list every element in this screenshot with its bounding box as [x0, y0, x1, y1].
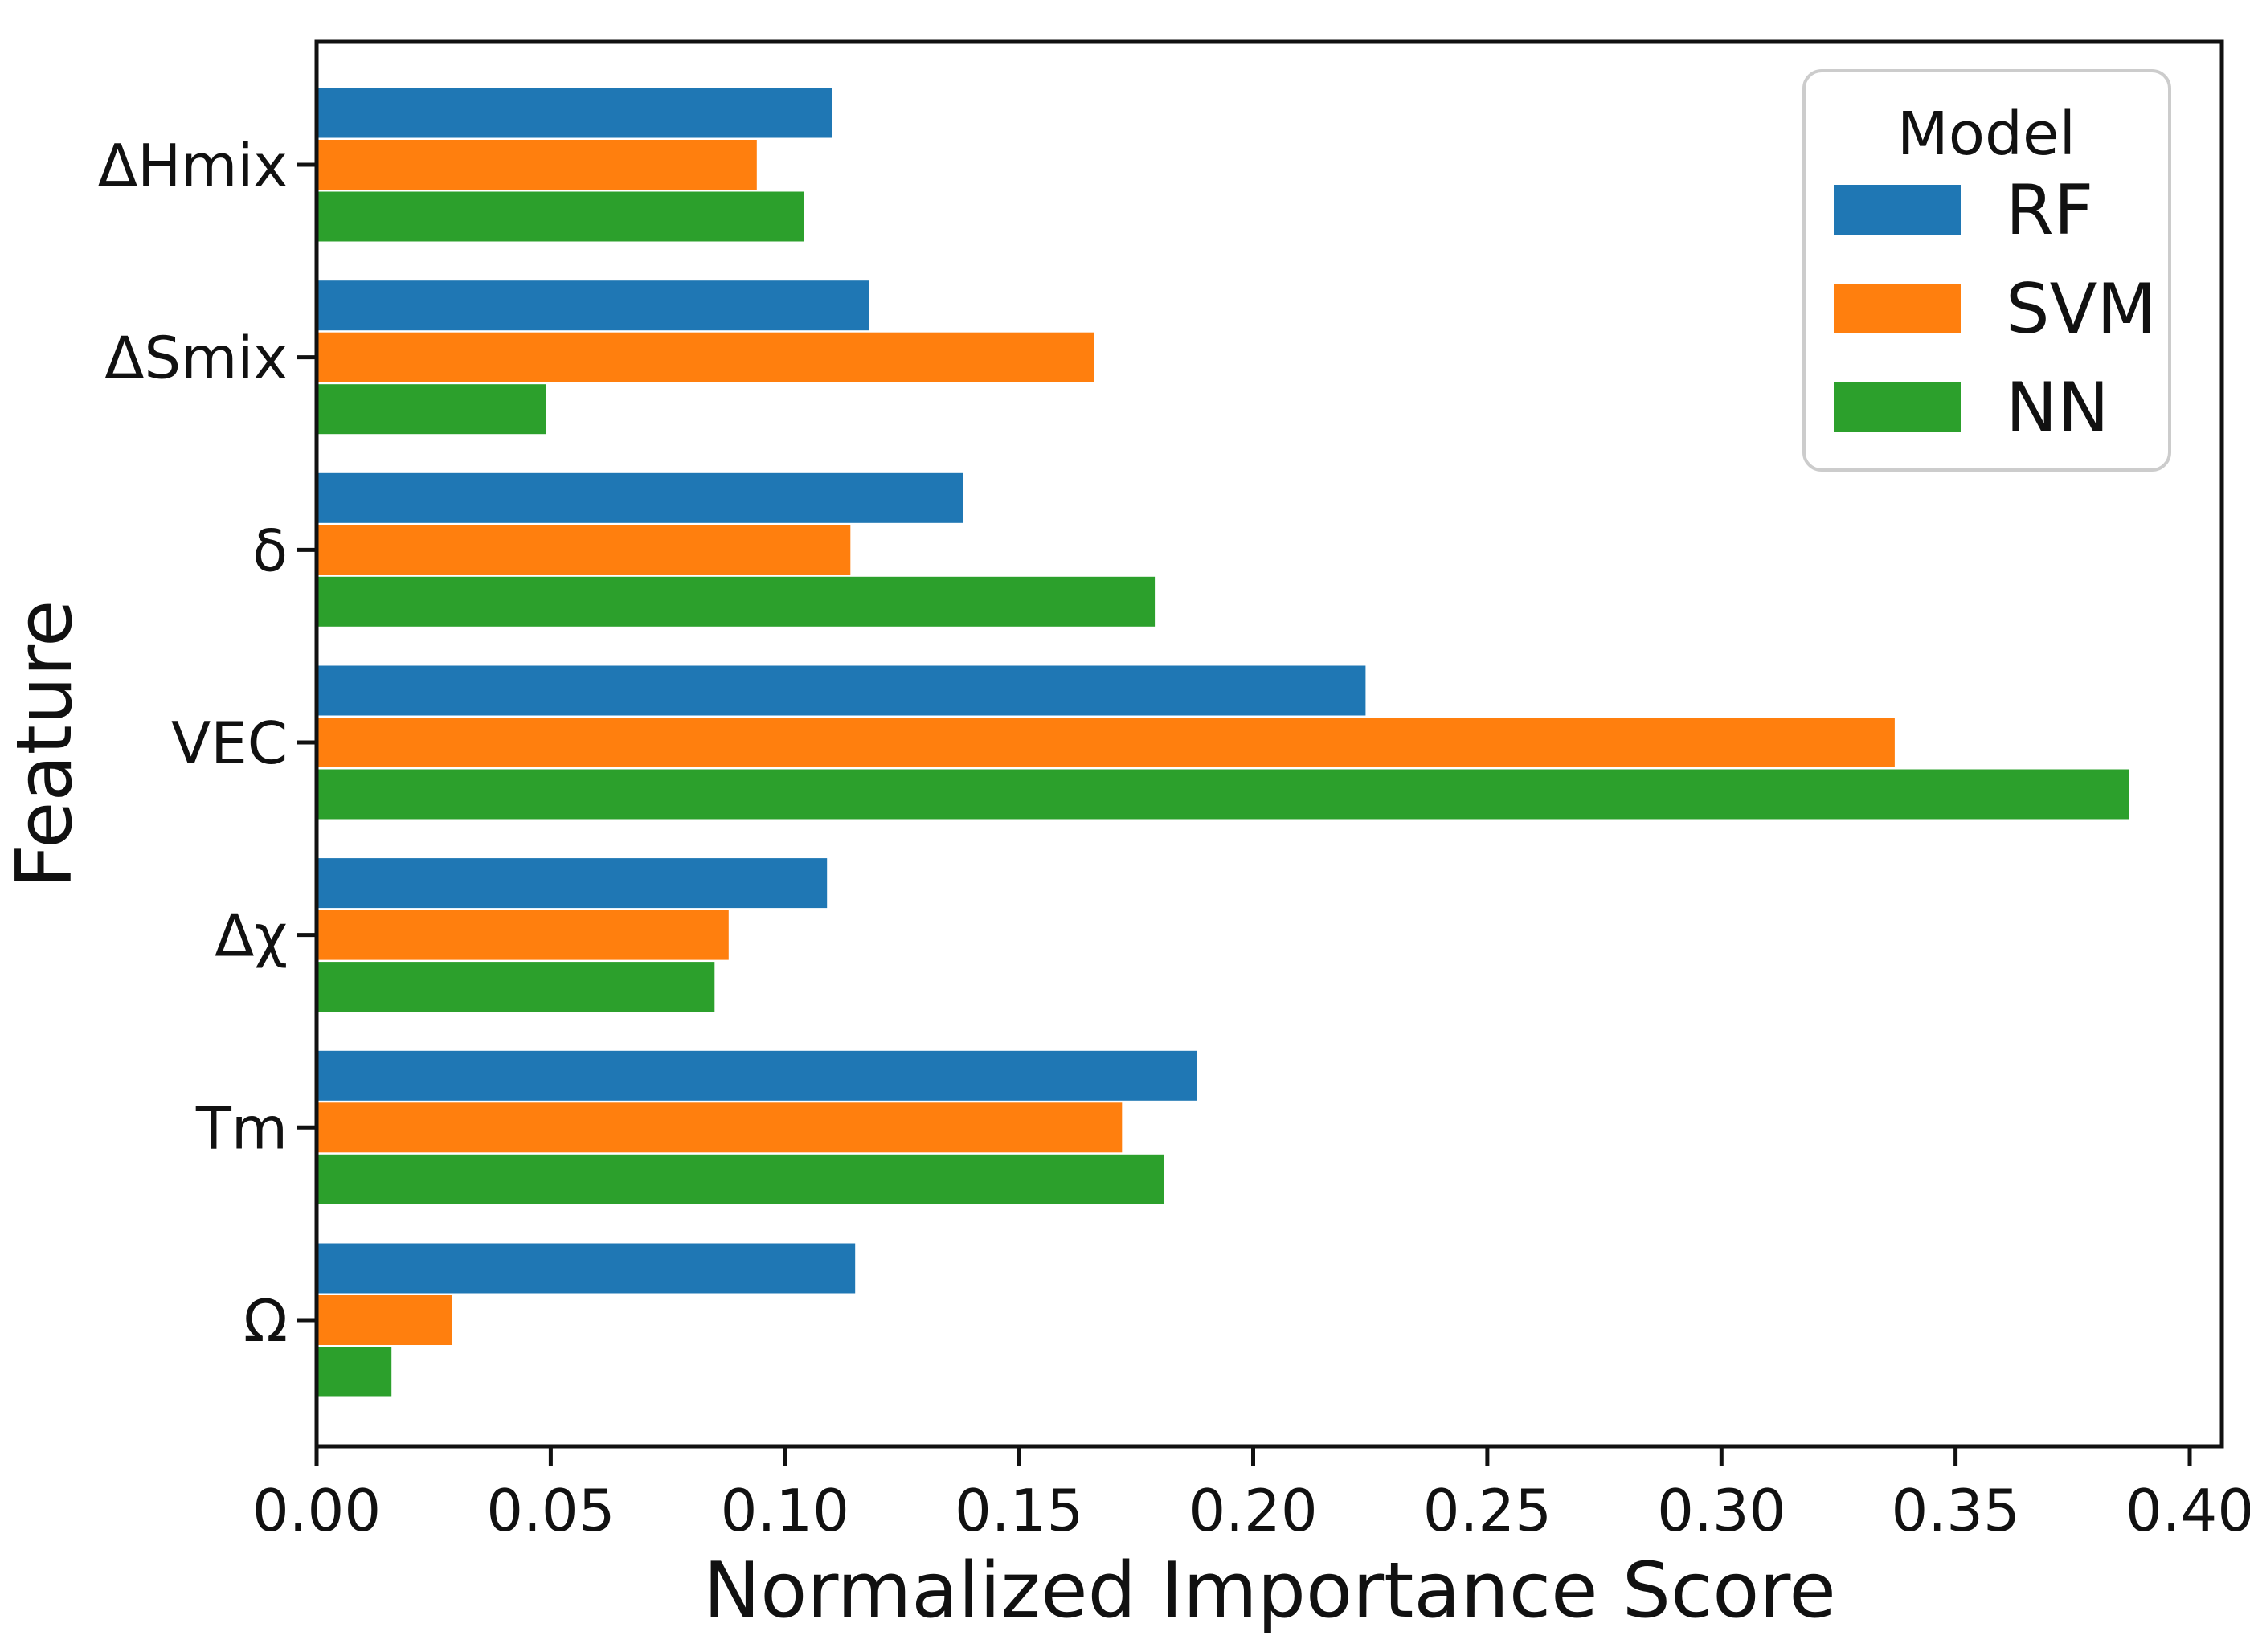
bar-NN-ΔHmix: [317, 191, 804, 242]
y-tick-label: Ω: [243, 1287, 288, 1355]
legend-swatch-NN: [1834, 382, 1961, 432]
bar-SVM-Tm: [317, 1102, 1123, 1153]
bar-RF-Δχ: [317, 858, 828, 909]
bar-SVM-Ω: [317, 1295, 452, 1345]
legend-label-SVM: SVM: [2006, 269, 2157, 350]
bar-RF-VEC: [317, 665, 1366, 716]
bar-NN-δ: [317, 576, 1156, 627]
y-tick-label: ΔHmix: [98, 132, 288, 199]
y-axis-label: Feature: [1, 600, 89, 889]
x-tick-label: 0.40: [2125, 1477, 2250, 1544]
bar-SVM-VEC: [317, 718, 1895, 767]
legend-entries: RF SVM NN: [1834, 170, 2157, 448]
y-tick-label: δ: [252, 517, 288, 584]
x-tick-label: 0.10: [721, 1477, 849, 1544]
bar-RF-Ω: [317, 1243, 856, 1294]
bar-RF-δ: [317, 472, 963, 523]
x-tick-label: 0.35: [1891, 1477, 2019, 1544]
bar-NN-Tm: [317, 1154, 1164, 1204]
legend: Model RF SVM NN: [1802, 69, 2171, 472]
legend-swatch-SVM: [1834, 284, 1961, 333]
legend-box: [1802, 69, 2171, 472]
y-axis-ticks: ΔHmix ΔSmix δ VEC Δχ Tm Ω: [98, 132, 317, 1355]
bar-RF-ΔHmix: [317, 88, 832, 138]
x-tick-label: 0.15: [955, 1477, 1083, 1544]
y-tick-label: Tm: [195, 1094, 288, 1162]
legend-swatch-RF: [1834, 185, 1961, 235]
bar-SVM-Δχ: [317, 910, 729, 960]
x-axis-label: Normalized Importance Score: [703, 1547, 1836, 1635]
x-tick-label: 0.25: [1423, 1477, 1552, 1544]
bar-RF-ΔSmix: [317, 280, 869, 331]
bar-SVM-δ: [317, 525, 851, 575]
legend-title: Model: [1897, 100, 2076, 169]
x-tick-label: 0.30: [1657, 1477, 1786, 1544]
legend-label-RF: RF: [2006, 170, 2093, 251]
x-axis-ticks: 0.00 0.05 0.10 0.15 0.20 0.25 0.30 0.35 0.40: [252, 1446, 2250, 1544]
bar-RF-Tm: [317, 1050, 1197, 1101]
x-tick-label: 0.05: [486, 1477, 615, 1544]
y-tick-label: VEC: [171, 709, 288, 777]
bar-NN-VEC: [317, 769, 2129, 820]
y-tick-label: ΔSmix: [104, 325, 288, 392]
y-tick-label: Δχ: [215, 902, 288, 970]
bar-SVM-ΔHmix: [317, 140, 757, 190]
bar-NN-Ω: [317, 1347, 392, 1397]
x-tick-label: 0.20: [1188, 1477, 1317, 1544]
bars-group: [317, 88, 2129, 1397]
bar-SVM-ΔSmix: [317, 332, 1094, 382]
bar-NN-Δχ: [317, 962, 715, 1012]
legend-label-NN: NN: [2006, 368, 2109, 448]
bar-NN-ΔSmix: [317, 384, 546, 435]
x-tick-label: 0.00: [252, 1477, 381, 1544]
